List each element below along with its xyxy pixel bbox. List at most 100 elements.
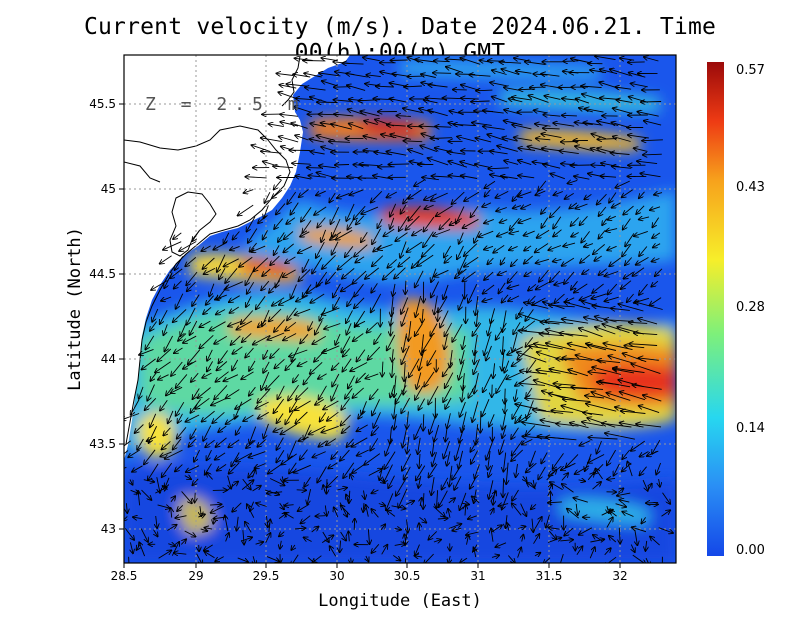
velocity-arrow (207, 361, 213, 371)
velocity-arrow (431, 138, 453, 139)
velocity-arrow (524, 303, 549, 309)
velocity-arrow (553, 216, 562, 229)
velocity-arrow (162, 441, 171, 449)
velocity-arrow (263, 361, 270, 373)
velocity-arrow (554, 192, 563, 196)
velocity-arrow (541, 206, 547, 214)
velocity-arrow (207, 449, 212, 460)
velocity-arrow (212, 411, 225, 423)
velocity-arrow (279, 137, 299, 143)
velocity-arrow (135, 424, 144, 434)
velocity-arrow (445, 397, 452, 409)
velocity-arrow (217, 254, 226, 272)
velocity-arrow (390, 384, 395, 397)
velocity-arrow (204, 267, 216, 274)
velocity-arrow (457, 137, 477, 142)
velocity-arrow (448, 161, 468, 168)
velocity-arrow (515, 404, 547, 412)
velocity-arrow (371, 426, 380, 436)
velocity-arrow (518, 176, 535, 178)
velocity-arrow (295, 400, 311, 410)
velocity-arrow (341, 336, 351, 352)
velocity-arrow (371, 283, 378, 292)
velocity-arrow (199, 334, 214, 348)
velocity-arrow (581, 86, 602, 88)
velocity-arrow (419, 453, 420, 468)
velocity-arrow (532, 297, 546, 305)
velocity-arrow (520, 371, 547, 375)
velocity-arrow (609, 257, 622, 266)
y-axis: 43 43.5 44 44.5 45 45.5 Latitude (North) (65, 97, 124, 536)
velocity-arrow (342, 63, 364, 64)
velocity-arrow (475, 164, 490, 167)
velocity-arrow (372, 255, 384, 267)
velocity-arrow (342, 425, 351, 433)
velocity-arrow (178, 333, 187, 341)
velocity-arrow (627, 293, 634, 302)
velocity-arrow (180, 322, 187, 336)
velocity-arrow (636, 205, 645, 214)
velocity-arrow (253, 257, 269, 272)
velocity-arrow (230, 306, 240, 313)
velocity-arrow (366, 75, 381, 77)
velocity-arrow (226, 389, 240, 399)
velocity-arrow (186, 465, 200, 472)
velocity-arrow (622, 449, 630, 459)
velocity-arrow (199, 320, 211, 327)
velocity-arrow (357, 449, 369, 456)
velocity-arrow (404, 362, 405, 381)
velocity-arrow (592, 367, 622, 375)
velocity-arrow (402, 307, 409, 326)
velocity-arrow (241, 310, 254, 325)
x-tick-label: 30.5 (394, 569, 421, 583)
velocity-arrow (390, 60, 408, 61)
velocity-arrow (251, 245, 266, 252)
velocity-arrow (604, 271, 619, 277)
velocity-arrow (436, 205, 453, 216)
velocity-arrow (285, 321, 297, 330)
velocity-arrow (628, 62, 645, 63)
velocity-arrow (607, 449, 616, 465)
velocity-arrow (611, 308, 630, 310)
velocity-arrow (214, 335, 228, 344)
velocity-arrow (597, 440, 602, 454)
y-tick-label: 44.5 (89, 267, 116, 281)
velocity-arrow (374, 332, 382, 344)
velocity-arrow (432, 438, 434, 456)
velocity-arrow (610, 69, 631, 77)
x-axis: 28.5 29 29.5 30 30.5 31 31.5 32 Longitud… (111, 563, 628, 611)
velocity-arrow (632, 267, 645, 276)
velocity-arrow (541, 74, 560, 76)
velocity-arrow (571, 217, 580, 226)
velocity-arrow (544, 96, 561, 100)
velocity-arrow (245, 347, 254, 357)
velocity-arrow (468, 284, 478, 303)
velocity-arrow (403, 333, 407, 352)
velocity-arrow (299, 189, 309, 198)
velocity-arrow (283, 269, 296, 277)
velocity-arrow (392, 349, 393, 362)
velocity-arrow (336, 229, 353, 239)
velocity-arrow (476, 138, 492, 143)
velocity-arrow (331, 451, 339, 459)
velocity-arrow (506, 462, 508, 485)
velocity-arrow (640, 466, 647, 476)
velocity-arrow (203, 425, 212, 441)
velocity-arrow (329, 192, 336, 202)
velocity-arrow (431, 176, 450, 177)
velocity-arrow (295, 308, 311, 315)
velocity-arrow (535, 190, 546, 195)
velocity-arrow (218, 350, 228, 364)
velocity-arrow (173, 309, 187, 322)
velocity-arrow (388, 475, 395, 489)
velocity-arrow (403, 376, 407, 395)
velocity-arrow (488, 61, 505, 62)
velocity-arrow (593, 244, 605, 254)
velocity-arrow (302, 220, 312, 233)
velocity-arrow (563, 61, 579, 62)
velocity-arrow (192, 478, 199, 485)
velocity-arrow (270, 348, 280, 358)
velocity-arrow (355, 320, 366, 326)
colorbar-tick: 0.00 (736, 543, 765, 558)
velocity-arrow (462, 271, 476, 282)
